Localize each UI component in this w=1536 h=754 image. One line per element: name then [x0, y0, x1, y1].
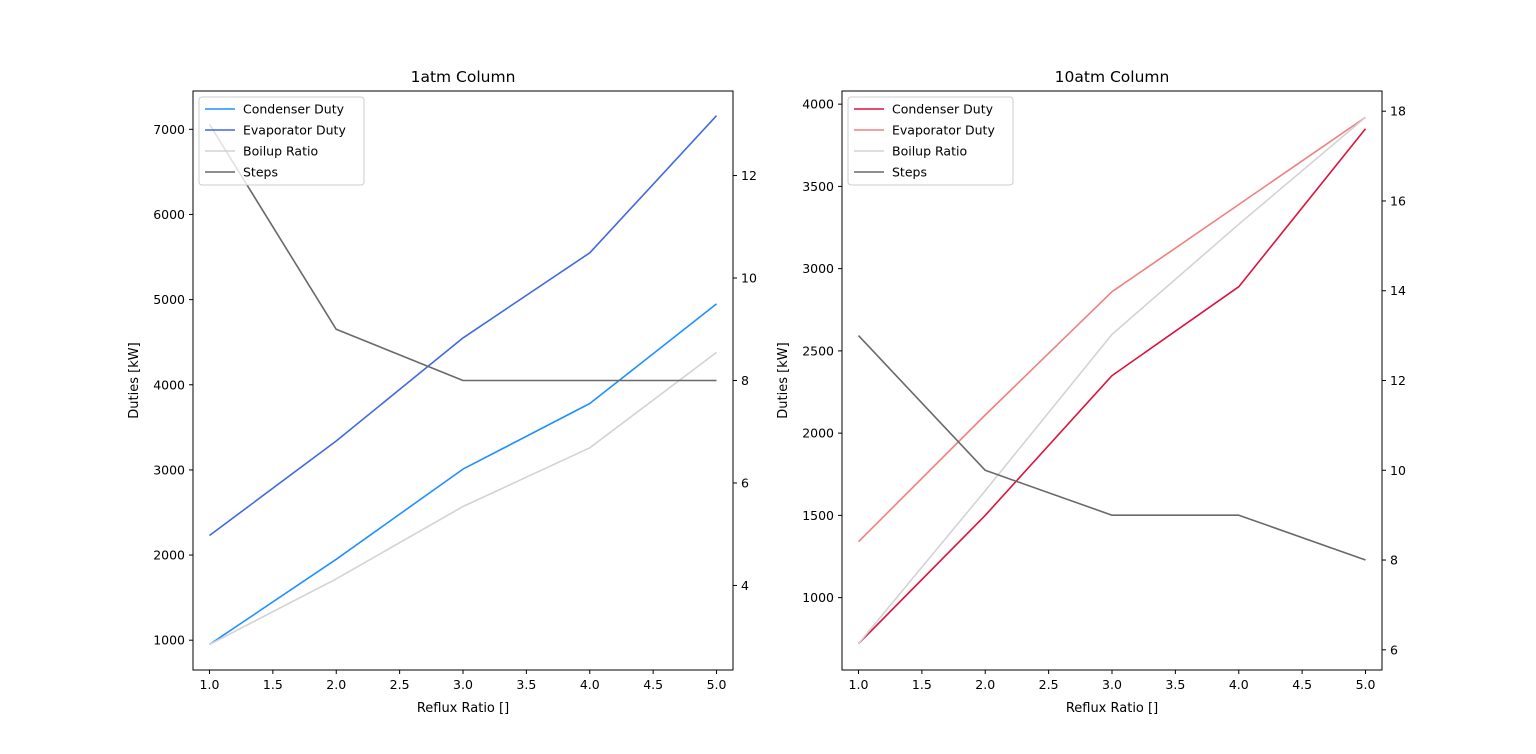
- y-tick-label: 5000: [153, 292, 185, 307]
- x-axis-label: Reflux Ratio []: [417, 701, 509, 716]
- y-tick-label: 4000: [153, 377, 185, 392]
- x-tick-label: 4.5: [1292, 677, 1312, 692]
- x-tick-label: 1.5: [912, 677, 932, 692]
- x-tick-label: 2.0: [326, 677, 346, 692]
- legend-box: [198, 96, 365, 186]
- y-tick-label: 2000: [153, 548, 185, 563]
- y-right-tick-label: 6: [741, 475, 749, 490]
- y-right-tick-label: 10: [741, 271, 757, 286]
- y-tick-label: 3000: [153, 462, 185, 477]
- y-right-tick-label: 14: [1390, 283, 1406, 298]
- series-line-evaporator-duty: [857, 116, 1366, 543]
- series-line-condenser-duty: [209, 303, 717, 646]
- y-tick-label: 6000: [153, 207, 185, 222]
- x-tick-label: 4.0: [1229, 677, 1249, 692]
- y-right-tick-label: 12: [1390, 373, 1406, 388]
- y-right-tick-label: 8: [741, 373, 749, 388]
- y-tick-label: 2500: [802, 343, 834, 358]
- series-line-steps: [208, 123, 717, 382]
- y-right-tick-label: 12: [741, 168, 757, 183]
- y-tick-label: 4000: [802, 97, 834, 112]
- y-tick-label: 3500: [802, 179, 834, 194]
- y-axis-label: Duties [kW]: [127, 342, 142, 418]
- x-tick-label: 3.0: [1102, 677, 1122, 692]
- chart-title: 1atm Column: [411, 68, 516, 86]
- y-tick-label: 2000: [802, 426, 834, 441]
- y-right-tick-label: 6: [1390, 642, 1398, 657]
- chart-title: 10atm Column: [1055, 68, 1170, 86]
- chart-panel-1: 1.0 1.5 2.0 2.5 3.0 3.5 4.0 4.5 5.0 1000 2000 3000 4…: [127, 68, 757, 716]
- series-line-steps: [857, 335, 1366, 561]
- legend-label: Boilup Ratio: [892, 144, 967, 159]
- legend-label: Condenser Duty: [243, 102, 345, 117]
- x-tick-label: 1.0: [849, 677, 869, 692]
- legend: Condenser Duty Evaporator Duty Boilup Rati…: [847, 96, 1014, 186]
- legend-label: Steps: [243, 165, 278, 180]
- legend-label: Steps: [892, 165, 927, 180]
- x-tick-label: 5.0: [707, 677, 727, 692]
- series-line-boilup-ratio: [857, 116, 1367, 645]
- y-tick-label: 1500: [802, 508, 834, 523]
- x-tick-label: 4.5: [643, 677, 663, 692]
- series-line-boilup-ratio: [209, 351, 717, 646]
- series-line-condenser-duty: [857, 128, 1367, 645]
- x-axis-label: Reflux Ratio []: [1066, 701, 1158, 716]
- x-tick-label: 3.5: [516, 677, 536, 692]
- legend-box: [847, 96, 1014, 186]
- y-right-tick-label: 16: [1390, 193, 1406, 208]
- chart-panel-2: 1.0 1.5 2.0 2.5 3.0 3.5 4.0 4.5 5.0 1000 1500 2000 2…: [776, 68, 1406, 716]
- legend-label: Boilup Ratio: [243, 144, 318, 159]
- y-tick-label: 3000: [802, 261, 834, 276]
- y-tick-label: 7000: [153, 122, 185, 137]
- series-line-evaporator-duty: [209, 115, 718, 537]
- x-tick-label: 5.0: [1356, 677, 1376, 692]
- legend-label: Condenser Duty: [892, 102, 994, 117]
- x-tick-label: 2.0: [975, 677, 995, 692]
- x-tick-label: 1.5: [263, 677, 283, 692]
- legend-label: Evaporator Duty: [892, 123, 995, 138]
- legend: Condenser Duty Evaporator Duty Boilup Rati…: [198, 96, 365, 186]
- legend-label: Evaporator Duty: [243, 123, 346, 138]
- x-tick-label: 1.0: [200, 677, 220, 692]
- y-tick-label: 1000: [153, 633, 185, 648]
- y-axis-label: Duties [kW]: [776, 342, 791, 418]
- x-tick-label: 2.5: [390, 677, 410, 692]
- y-right-tick-label: 8: [1390, 553, 1398, 568]
- x-tick-label: 3.0: [453, 677, 473, 692]
- y-right-tick-label: 4: [741, 578, 749, 593]
- y-right-tick-label: 10: [1390, 463, 1406, 478]
- x-tick-label: 3.5: [1165, 677, 1185, 692]
- x-tick-label: 2.5: [1039, 677, 1059, 692]
- x-tick-label: 4.0: [580, 677, 600, 692]
- y-tick-label: 1000: [802, 590, 834, 605]
- y-right-tick-label: 18: [1390, 104, 1406, 119]
